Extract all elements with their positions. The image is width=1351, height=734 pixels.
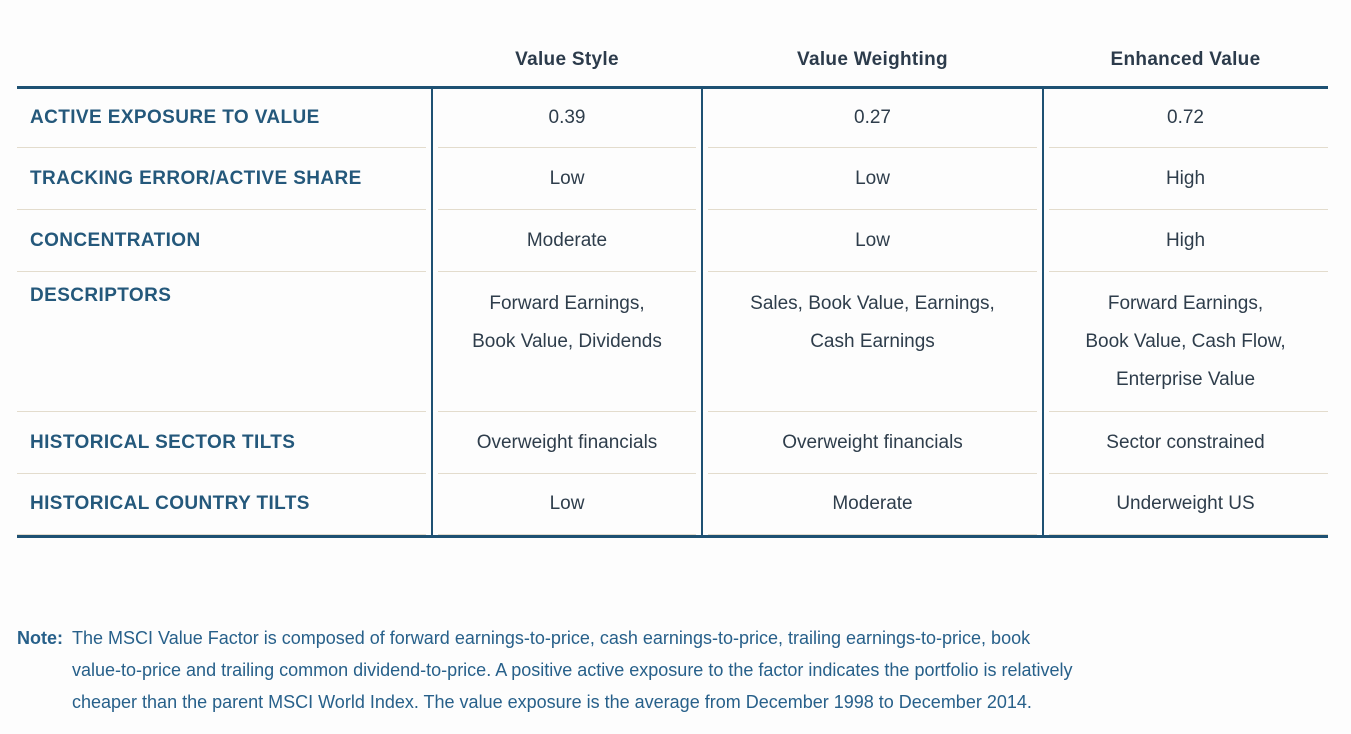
table-body: ACTIVE EXPOSURE TO VALUE 0.39 0.27 0.72 … [17, 86, 1328, 538]
cell-value: Sales, Book Value, Earnings, Cash Earnin… [750, 293, 995, 352]
column-header-value-style: Value Style [515, 49, 619, 70]
cell-value: Low [855, 167, 890, 189]
cell-value: 0.72 [1167, 107, 1204, 128]
footnote-text: The MSCI Value Factor is composed of for… [72, 628, 1073, 712]
table-row: DESCRIPTORS Forward Earnings, Book Value… [17, 272, 1328, 412]
cell-value: Forward Earnings, Book Value, Dividends [472, 293, 662, 352]
cell-value: Low [855, 229, 890, 251]
cell-value: Overweight financials [476, 431, 658, 453]
table-row: HISTORICAL SECTOR TILTS Overweight finan… [17, 412, 1328, 474]
footnote: Note: The MSCI Value Factor is composed … [17, 622, 1073, 718]
table-header-row: Value Style Value Weighting Enhanced Val… [17, 0, 1328, 86]
cell-value: Moderate [526, 229, 608, 251]
table-row: ACTIVE EXPOSURE TO VALUE 0.39 0.27 0.72 [17, 89, 1328, 148]
table-row: HISTORICAL COUNTRY TILTS Low Moderate Un… [17, 474, 1328, 535]
comparison-table: Value Style Value Weighting Enhanced Val… [17, 0, 1328, 538]
column-header-value-weighting: Value Weighting [797, 49, 948, 70]
column-divider [1037, 89, 1049, 535]
cell-value: Sector constrained [1106, 431, 1265, 453]
cell-value: Low [549, 493, 585, 514]
column-header-enhanced-value: Enhanced Value [1110, 49, 1261, 70]
cell-value: Moderate [832, 493, 913, 514]
cell-value: Low [549, 167, 585, 189]
cell-value: High [1165, 229, 1206, 251]
row-label-sector-tilts: HISTORICAL SECTOR TILTS [30, 431, 296, 453]
cell-value: 0.27 [854, 107, 891, 128]
cell-value: High [1165, 167, 1206, 189]
table-row: TRACKING ERROR/ACTIVE SHARE Low Low High [17, 148, 1328, 210]
cell-value: Forward Earnings, Book Value, Cash Flow,… [1085, 293, 1286, 390]
table-row: CONCENTRATION Moderate Low High [17, 210, 1328, 272]
footnote-label: Note: [17, 628, 63, 648]
row-label-concentration: CONCENTRATION [30, 229, 201, 251]
column-divider [696, 89, 708, 535]
row-label-country-tilts: HISTORICAL COUNTRY TILTS [30, 493, 310, 514]
column-divider [426, 89, 438, 535]
row-label-descriptors: DESCRIPTORS [30, 285, 172, 306]
cell-value: Overweight financials [782, 431, 963, 453]
cell-value: 0.39 [548, 107, 586, 128]
row-label-tracking-error: TRACKING ERROR/ACTIVE SHARE [30, 167, 362, 189]
row-label-active-exposure: ACTIVE EXPOSURE TO VALUE [30, 107, 320, 128]
cell-value: Underweight US [1116, 493, 1255, 514]
